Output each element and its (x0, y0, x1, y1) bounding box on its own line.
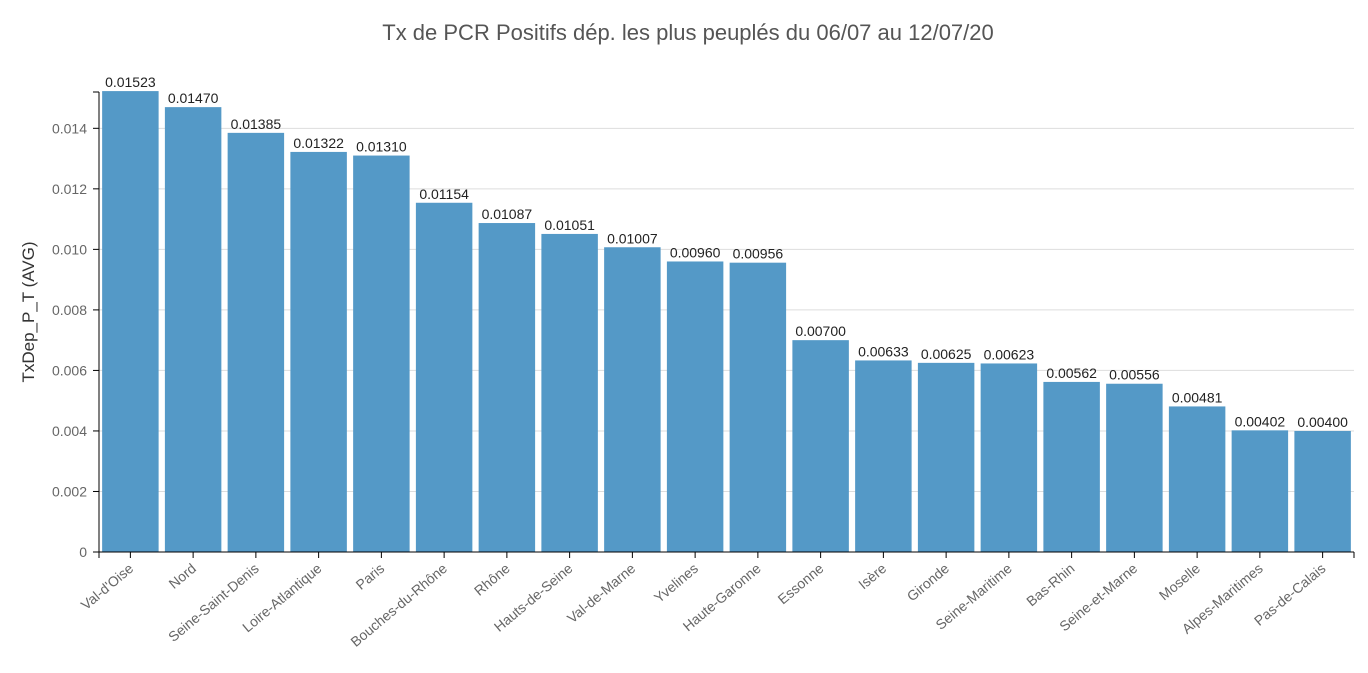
data-label: 0.00960 (670, 244, 721, 260)
y-tick-label: 0.008 (52, 302, 87, 318)
bar (102, 91, 159, 552)
y-tick-label: 0.014 (52, 120, 87, 136)
y-tick-label: 0.004 (52, 423, 87, 439)
bar (1168, 406, 1226, 552)
bar (792, 340, 849, 552)
data-label: 0.01310 (356, 139, 407, 155)
x-tick-label: Rhône (471, 560, 513, 599)
y-axis-label: TxDep_P_T (AVG) (19, 241, 38, 382)
y-tick-label: 0.010 (52, 241, 87, 257)
data-label: 0.00481 (1172, 389, 1223, 405)
bars (102, 91, 1351, 553)
data-label: 0.00400 (1297, 414, 1348, 430)
bar (1231, 430, 1289, 552)
data-label: 0.01007 (607, 230, 658, 246)
data-label: 0.01087 (482, 206, 533, 222)
data-label: 0.00556 (1109, 367, 1160, 383)
x-tick-label: Moselle (1156, 560, 1203, 603)
y-tick-label: 0.002 (52, 483, 87, 499)
data-label: 0.00633 (858, 343, 909, 359)
x-tick-label: Nord (166, 560, 200, 592)
gridlines (99, 127, 1354, 492)
x-tick-label: Paris (353, 560, 388, 593)
data-label: 0.00625 (921, 346, 972, 362)
bar (855, 360, 912, 552)
x-tick-label: Yvelines (651, 560, 701, 606)
bar (541, 233, 598, 552)
data-label: 0.00956 (733, 246, 784, 262)
bar (729, 262, 787, 552)
bar (1106, 383, 1163, 552)
bar (227, 132, 285, 552)
x-axis: Val-d'Oise NordSeine-Saint-DenisLoire-Atl… (78, 551, 1355, 650)
data-label: 0.01154 (419, 186, 469, 202)
x-tick-label: Gironde (904, 560, 953, 604)
bar (415, 202, 473, 552)
data-label: 0.01470 (168, 90, 219, 106)
data-label: 0.00402 (1235, 413, 1286, 429)
bar (478, 223, 536, 552)
bar (980, 363, 1038, 552)
x-tick-label: Bas-Rhin (1023, 560, 1077, 609)
data-label: 0.01523 (105, 74, 156, 90)
x-tick-label: Val-de-Marne (564, 560, 639, 626)
data-label: 0.00562 (1046, 365, 1097, 381)
x-tick-label: Val-d'Oise (78, 560, 137, 613)
data-label: 0.00623 (984, 346, 1035, 362)
data-label: 0.00700 (795, 323, 846, 339)
data-label: 0.01051 (544, 217, 595, 233)
bar (917, 362, 975, 552)
bar (353, 155, 410, 553)
data-label: 0.01322 (293, 135, 344, 151)
bar (164, 107, 222, 552)
data-labels: 0.01523 0.01470 0.01385 0.01322 0.01310 0.011… (105, 74, 1348, 430)
bar (1043, 381, 1100, 552)
x-tick-label: Isère (855, 560, 889, 592)
bar (1294, 430, 1351, 552)
y-tick-label: 0.006 (52, 362, 87, 378)
bar (666, 261, 724, 552)
chart-title: Tx de PCR Positifs dép. les plus peuplés… (382, 20, 994, 45)
bar (290, 151, 347, 552)
y-tick-label: 0.012 (52, 181, 87, 197)
y-tick-label: 0 (79, 544, 87, 560)
bar (604, 247, 661, 552)
data-label: 0.01385 (231, 116, 282, 132)
y-axis: 0 0.002 0.004 0.006 0.008 0.010 0.012 0.014 (52, 91, 100, 560)
x-tick-label: Essonne (775, 560, 827, 607)
